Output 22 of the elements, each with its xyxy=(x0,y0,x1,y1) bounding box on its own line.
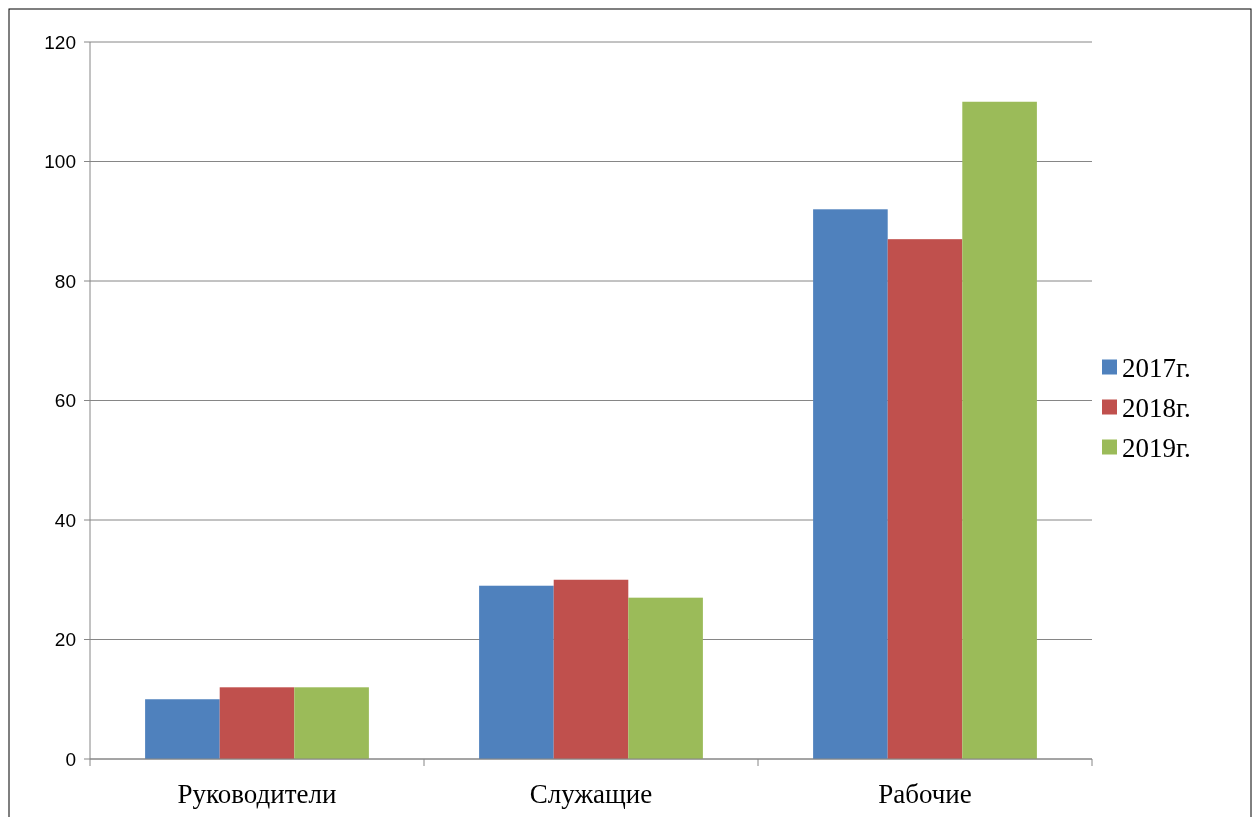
legend-label: 2019г. xyxy=(1122,432,1191,463)
x-tick-label: Служащие xyxy=(529,779,653,809)
bar xyxy=(145,699,220,759)
bar xyxy=(479,585,554,759)
y-tick-label: 60 xyxy=(54,390,76,412)
x-tick-label: Руководители xyxy=(177,779,337,809)
y-tick-label: 100 xyxy=(44,151,76,173)
bar xyxy=(628,597,703,759)
legend-label: 2018г. xyxy=(1122,392,1191,423)
y-tick-label: 40 xyxy=(54,509,76,531)
y-tick-label: 120 xyxy=(44,31,76,53)
y-tick-label: 20 xyxy=(54,629,76,651)
bar xyxy=(962,101,1037,759)
legend-label: 2017г. xyxy=(1122,352,1191,383)
y-tick-label: 0 xyxy=(65,748,76,770)
bar xyxy=(219,687,295,759)
bar xyxy=(553,579,629,759)
bar xyxy=(887,239,963,759)
bar xyxy=(294,687,369,759)
x-tick-label: Рабочие xyxy=(878,779,972,809)
y-tick-label: 80 xyxy=(54,270,76,292)
bar xyxy=(813,209,888,759)
